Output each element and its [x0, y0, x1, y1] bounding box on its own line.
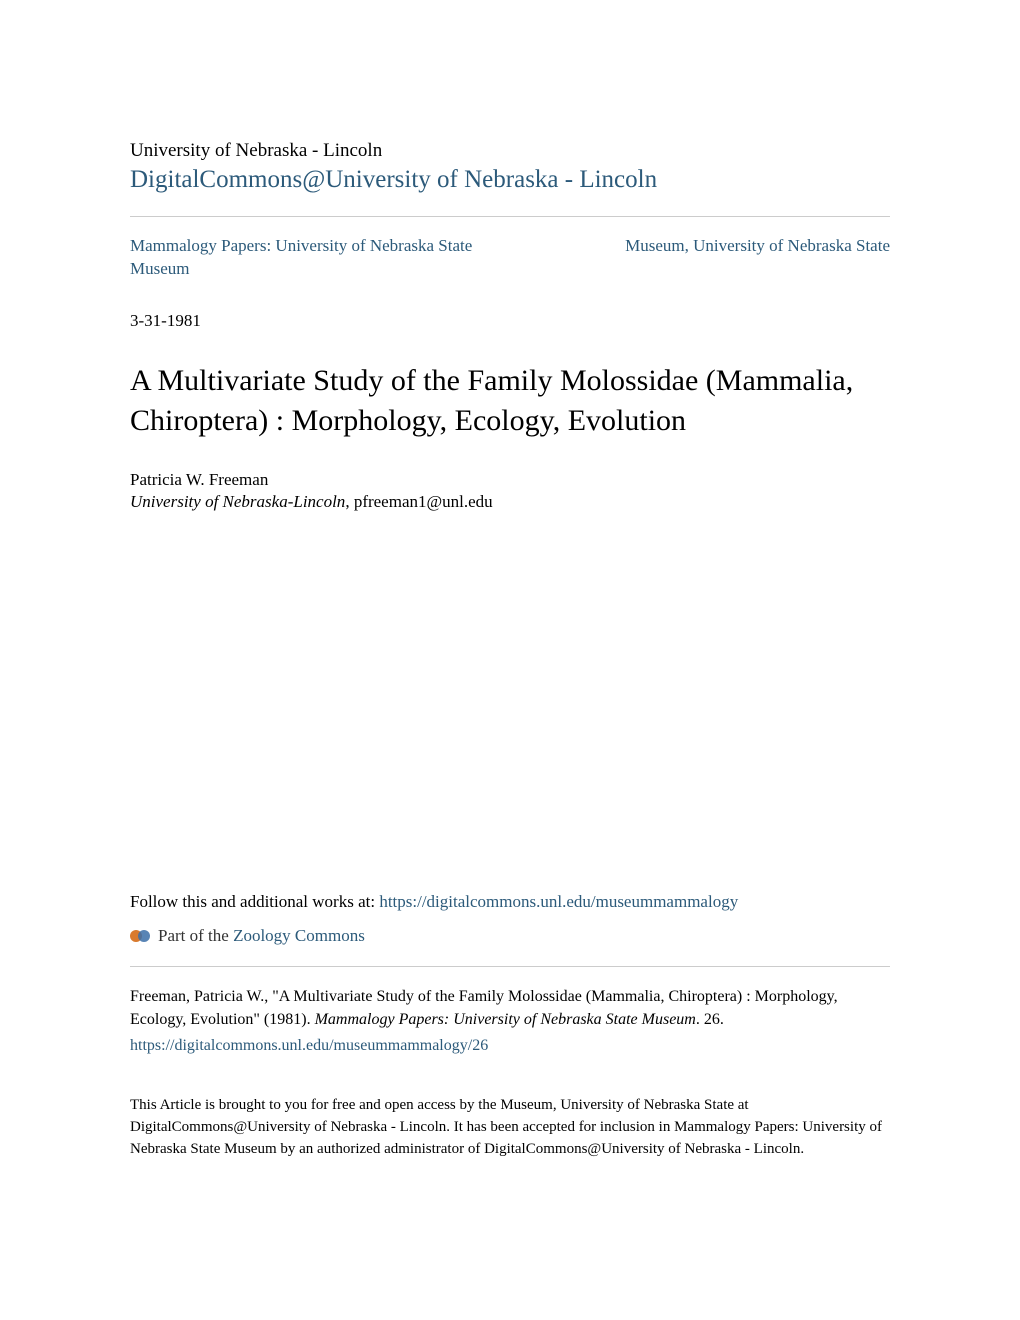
- nav-collection-link[interactable]: Mammalogy Papers: University of Nebraska…: [130, 235, 500, 281]
- content-spacer: [130, 512, 890, 892]
- author-name: Patricia W. Freeman: [130, 470, 890, 490]
- footer-text: This Article is brought to you for free …: [130, 1095, 890, 1160]
- citation-link[interactable]: https://digitalcommons.unl.edu/museummam…: [130, 1037, 890, 1055]
- repository-link[interactable]: DigitalCommons@University of Nebraska - …: [130, 166, 890, 194]
- citation-text: Freeman, Patricia W., "A Multivariate St…: [130, 985, 890, 1031]
- part-of-line: Part of the Zoology Commons: [130, 926, 890, 946]
- nav-row: Mammalogy Papers: University of Nebraska…: [130, 235, 890, 281]
- citation-italic: Mammalogy Papers: University of Nebraska…: [315, 1011, 696, 1028]
- follow-url-link[interactable]: https://digitalcommons.unl.edu/museummam…: [379, 892, 738, 911]
- divider-bottom: [130, 966, 890, 967]
- author-affiliation-line: University of Nebraska-Lincoln, pfreeman…: [130, 492, 890, 512]
- part-of-prefix: Part of the: [158, 926, 233, 945]
- follow-prefix: Follow this and additional works at:: [130, 892, 379, 911]
- article-title: A Multivariate Study of the Family Molos…: [130, 361, 890, 442]
- author-email: pfreeman1@unl.edu: [354, 492, 493, 511]
- divider-top: [130, 216, 890, 217]
- network-icon: [130, 926, 150, 946]
- publication-date: 3-31-1981: [130, 311, 890, 331]
- author-affiliation: University of Nebraska-Lincoln: [130, 492, 345, 511]
- header-institution: University of Nebraska - Lincoln: [130, 140, 890, 162]
- commons-link[interactable]: Zoology Commons: [233, 926, 365, 945]
- nav-parent-link[interactable]: Museum, University of Nebraska State: [625, 235, 890, 258]
- citation-after: . 26.: [696, 1011, 724, 1028]
- follow-line: Follow this and additional works at: htt…: [130, 892, 890, 912]
